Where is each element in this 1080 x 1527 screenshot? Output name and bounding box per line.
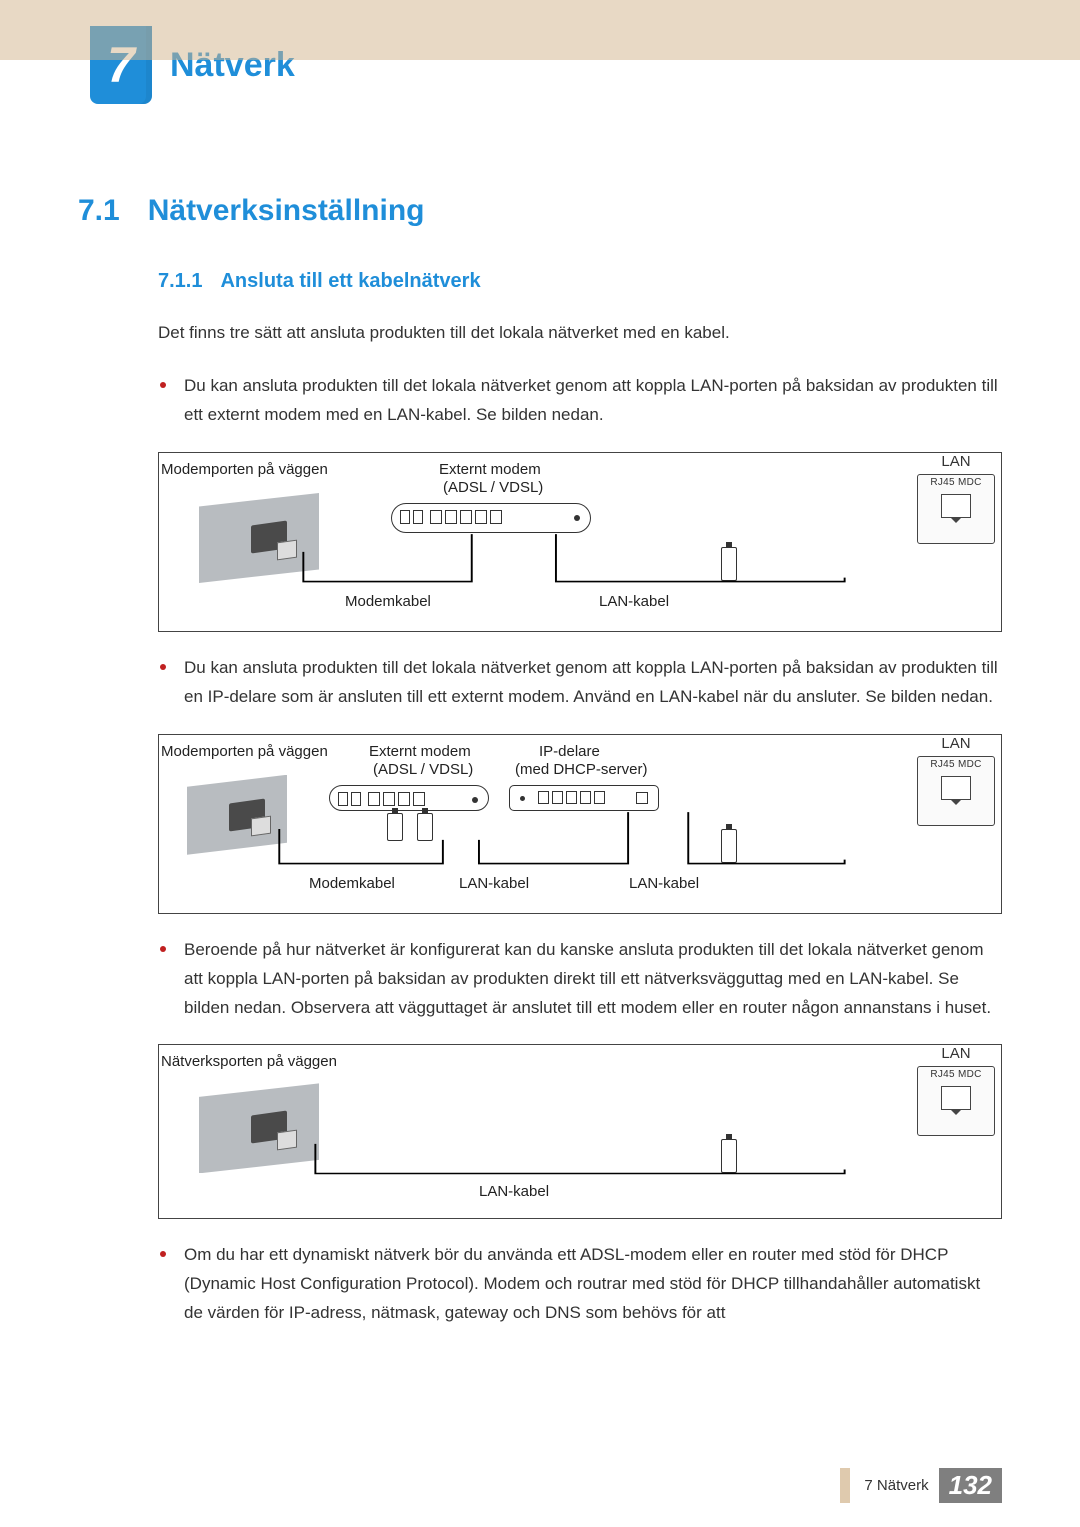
rj45-jack-icon — [941, 494, 971, 518]
label-lan-2: LAN — [917, 735, 995, 752]
label-lan-cable-2a: LAN-kabel — [459, 875, 529, 892]
modem-plug-icon-2b — [417, 813, 433, 841]
label-ext-modem-sub: (ADSL / VDSL) — [443, 479, 543, 496]
lan-port-block-3: LAN RJ45 MDC — [917, 1045, 995, 1136]
label-ext-modem-2: Externt modem — [369, 743, 471, 760]
intro-paragraph: Det finns tre sätt att ansluta produkten… — [158, 319, 1002, 346]
label-lan-cable-2b: LAN-kabel — [629, 875, 699, 892]
label-network-wall-port: Nätverksporten på väggen — [161, 1053, 337, 1070]
subsection-number: 7.1.1 — [158, 270, 202, 293]
bullet-3: Beroende på hur nätverket är konfigurera… — [158, 936, 1002, 1023]
rj45-port-icon-3: RJ45 MDC — [917, 1066, 995, 1136]
label-rj45-2: RJ45 MDC — [918, 759, 994, 770]
label-modem-cable-2: Modemkabel — [309, 875, 395, 892]
modem-plug-icon-2a — [387, 813, 403, 841]
rj45-port-icon-2: RJ45 MDC — [917, 756, 995, 826]
rj45-port-icon: RJ45 MDC — [917, 474, 995, 544]
section-number: 7.1 — [78, 194, 120, 228]
section-title: Nätverksinställning — [148, 194, 425, 228]
label-rj45-3: RJ45 MDC — [918, 1069, 994, 1080]
connection-diagram-1: Modemporten på väggen Externt modem (ADS… — [158, 452, 1002, 632]
lan-port-block-2: LAN RJ45 MDC — [917, 735, 995, 826]
connection-diagram-3: Nätverksporten på väggen LAN RJ45 MDC LA… — [158, 1044, 1002, 1219]
wall-plate-icon-2 — [187, 775, 287, 855]
wall-plug-icon-3 — [277, 1130, 297, 1151]
lan-plug-icon-2 — [721, 829, 737, 863]
lan-plug-icon — [721, 547, 737, 581]
wall-plug-icon-2 — [251, 815, 271, 836]
label-lan-3: LAN — [917, 1045, 995, 1062]
label-ext-modem: Externt modem — [439, 461, 541, 478]
ip-sharer-icon — [509, 785, 659, 811]
lan-plug-icon-3 — [721, 1139, 737, 1173]
subsection-heading: 7.1.1 Ansluta till ett kabelnätverk — [158, 270, 1002, 293]
top-band — [0, 0, 1080, 60]
wall-plate-icon-3 — [199, 1083, 319, 1173]
label-wall-port-2: Modemporten på väggen — [161, 743, 328, 760]
label-ip-sharer: IP-delare — [539, 743, 600, 760]
lan-port-block: LAN RJ45 MDC — [917, 453, 995, 544]
footer-page-number: 132 — [939, 1468, 1002, 1503]
label-ext-modem-sub-2: (ADSL / VDSL) — [373, 761, 473, 778]
connection-diagram-2: Modemporten på väggen Externt modem (ADS… — [158, 734, 1002, 914]
label-lan-cable-1: LAN-kabel — [599, 593, 669, 610]
footer-section-label: 7 Nätverk — [864, 1477, 938, 1494]
label-ip-sharer-sub: (med DHCP-server) — [515, 761, 648, 778]
wall-plate-icon — [199, 493, 319, 583]
section-heading: 7.1 Nätverksinställning — [78, 194, 1002, 228]
rj45-jack-icon-3 — [941, 1086, 971, 1110]
subsection-title: Ansluta till ett kabelnätverk — [220, 270, 480, 293]
bullet-1: Du kan ansluta produkten till det lokala… — [158, 372, 1002, 430]
label-rj45: RJ45 MDC — [918, 477, 994, 488]
label-modem-cable: Modemkabel — [345, 593, 431, 610]
bullet-2: Du kan ansluta produkten till det lokala… — [158, 654, 1002, 712]
label-lan: LAN — [917, 453, 995, 470]
wall-plug-icon — [277, 540, 297, 561]
rj45-jack-icon-2 — [941, 776, 971, 800]
page-footer: 7 Nätverk 132 — [840, 1468, 1002, 1503]
modem-icon — [391, 503, 591, 533]
modem-icon-2 — [329, 785, 489, 811]
label-lan-cable-3: LAN-kabel — [479, 1183, 549, 1200]
footer-accent-bar — [840, 1468, 850, 1503]
bullet-4: Om du har ett dynamiskt nätverk bör du a… — [158, 1241, 1002, 1328]
label-wall-port: Modemporten på väggen — [161, 461, 328, 478]
